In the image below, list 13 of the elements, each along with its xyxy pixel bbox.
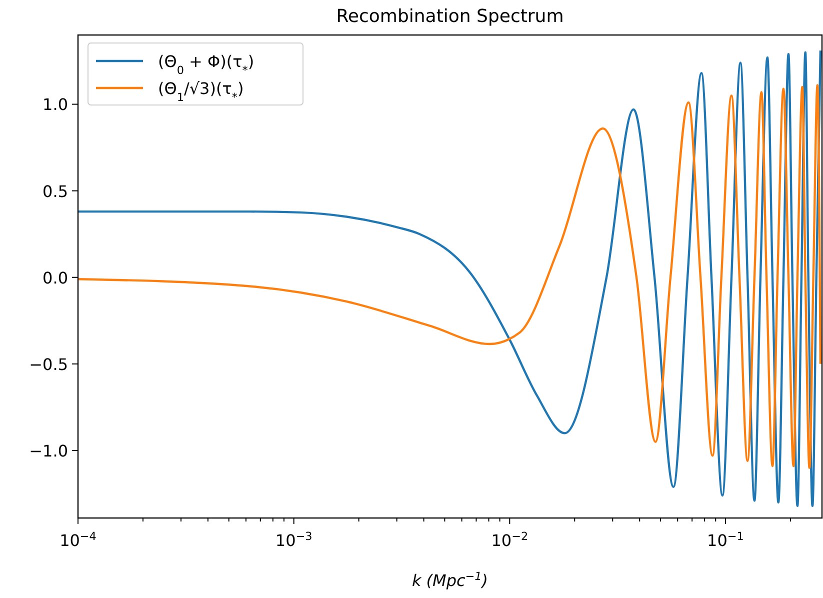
y-tick-label: −0.5 — [29, 354, 68, 374]
x-tick-label: 10$^{−4}$ — [60, 530, 96, 550]
x-tick-label: 10$^{−3}$ — [275, 530, 312, 550]
y-tick-label: 1.0 — [42, 95, 68, 114]
x-axis-title: k (Mpc$^{−1}$) — [412, 570, 488, 590]
x-tick-label: 10$^{−1}$ — [707, 530, 744, 550]
chart-title: Recombination Spectrum — [336, 6, 564, 27]
legend-label: (Θ$_{0}$ + Φ)(τ$_{*}$) — [158, 52, 254, 76]
y-tick-label: −1.0 — [29, 441, 68, 460]
legend-label: (Θ$_{1}$/√3)(τ$_{*}$) — [158, 79, 244, 104]
y-tick-label: 0.5 — [42, 182, 68, 201]
x-tick-label: 10$^{−2}$ — [491, 530, 528, 550]
y-tick-label: 0.0 — [42, 268, 68, 288]
